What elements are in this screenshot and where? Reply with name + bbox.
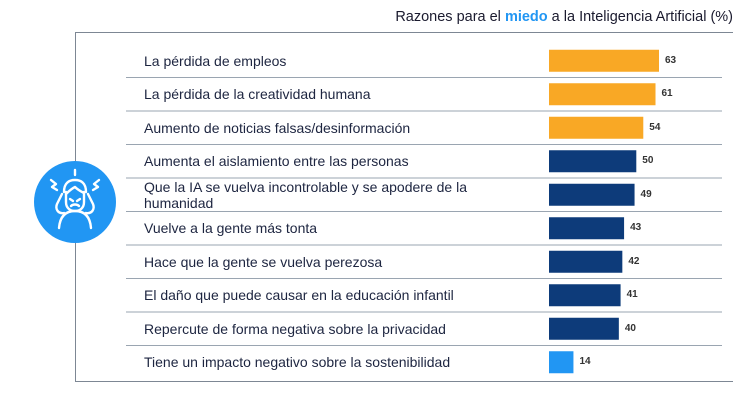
bar: [549, 351, 574, 374]
value-label: 14: [579, 356, 591, 368]
bar: [549, 49, 659, 72]
category-label: Hace que la gente se vuelva perezosa: [144, 253, 383, 270]
stressed-person-icon: [33, 160, 117, 244]
value-label: 41: [626, 289, 638, 301]
value-label: 42: [628, 255, 640, 267]
category-label: La pérdida de la creatividad humana: [144, 86, 371, 103]
value-label: 54: [649, 121, 661, 133]
value-label: 61: [661, 88, 673, 100]
chart-title: Razones para el miedo a la Inteligencia …: [395, 9, 733, 25]
bar: [549, 116, 644, 139]
category-label: Que la IA se vuelva incontrolable y se a…: [144, 178, 467, 211]
value-label: 40: [624, 322, 636, 334]
bar: [549, 250, 623, 273]
bar: [549, 284, 621, 307]
value-label: 49: [640, 188, 652, 200]
category-label: Vuelve a la gente más tonta: [144, 220, 318, 237]
bar: [549, 217, 625, 240]
category-label: Aumento de noticias falsas/desinformació…: [144, 119, 411, 136]
value-label: 63: [665, 54, 677, 66]
title-highlight: miedo: [504, 9, 548, 25]
category-label: Repercute de forma negativa sobre la pri…: [144, 320, 446, 337]
bar: [549, 150, 637, 173]
category-label: El daño que puede causar en la educación…: [144, 287, 454, 304]
category-label: Aumenta el aislamiento entre las persona…: [144, 153, 409, 170]
value-label: 43: [630, 222, 642, 234]
bar: [549, 183, 635, 206]
bar: [549, 317, 619, 340]
category-label: Tiene un impacto negativo sobre la soste…: [144, 354, 451, 371]
bar: [549, 83, 656, 106]
category-label: La pérdida de empleos: [144, 52, 287, 69]
value-label: 50: [642, 155, 654, 167]
